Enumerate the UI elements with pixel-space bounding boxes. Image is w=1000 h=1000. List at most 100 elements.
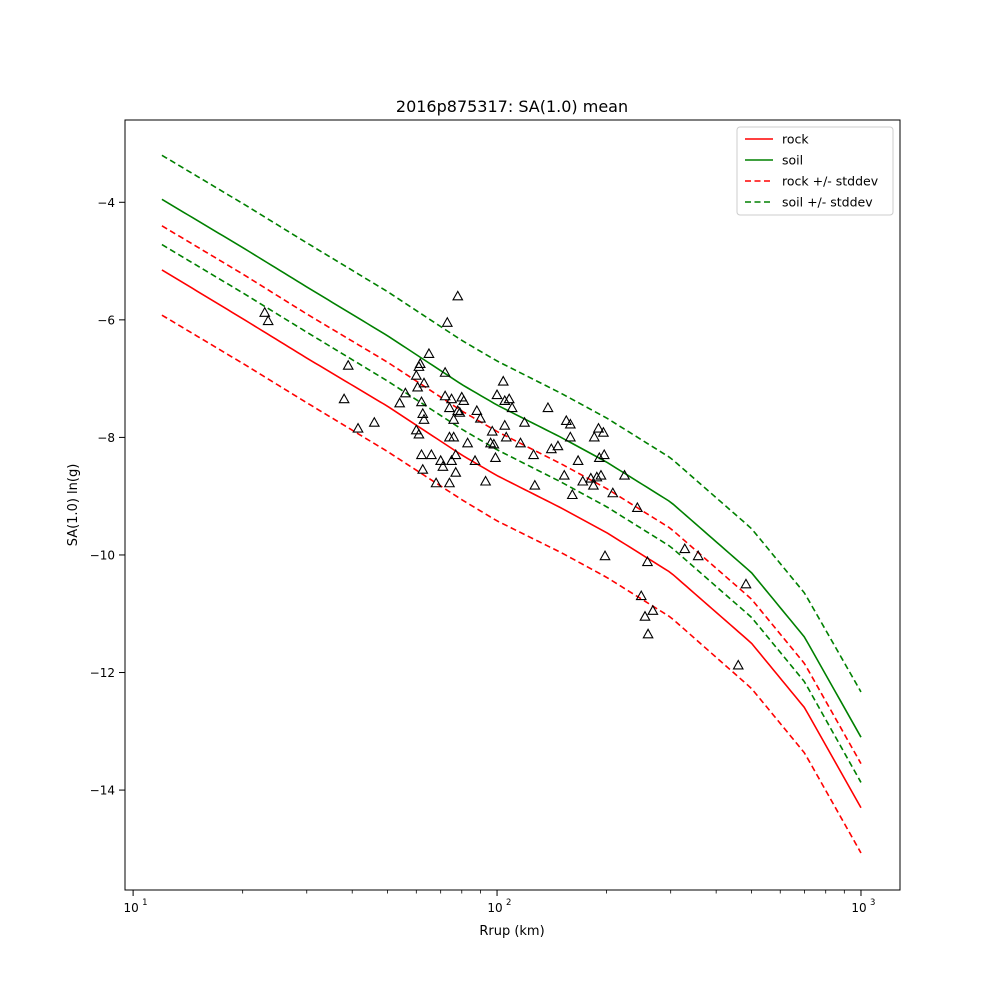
observation-point <box>454 406 466 417</box>
observation-point <box>497 375 509 386</box>
observation-point <box>486 425 498 436</box>
legend-label: soil +/- stddev <box>782 195 873 210</box>
series-line-soil-stddev-5 <box>161 243 862 783</box>
observation-point <box>450 448 462 460</box>
plot-area <box>161 154 862 854</box>
observation-point <box>474 412 487 423</box>
observation-point <box>506 401 518 413</box>
observation-point <box>500 431 512 442</box>
observation-point <box>499 394 511 406</box>
observation-point <box>393 397 406 408</box>
chart-title: 2016p875317: SA(1.0) mean <box>396 97 628 116</box>
observation-point <box>452 290 464 301</box>
legend-box <box>736 126 894 216</box>
x-tick-label-exponent: 3 <box>870 898 875 908</box>
y-tick-label: −10 <box>90 548 115 562</box>
observation-point <box>418 377 430 388</box>
observation-point <box>443 477 456 488</box>
observation-point <box>469 454 481 465</box>
observation-point <box>439 366 451 377</box>
observation-point <box>577 475 589 486</box>
observation-point <box>452 404 464 416</box>
series-line-rock-0 <box>161 269 862 809</box>
observation-point <box>642 628 654 639</box>
observation-point <box>542 401 554 413</box>
observation-point <box>413 428 425 439</box>
observation-point <box>434 454 447 465</box>
observation-point <box>572 454 584 465</box>
observation-point <box>641 555 654 567</box>
observation-point <box>607 487 619 498</box>
observation-point <box>443 401 456 413</box>
series-line-soil-1 <box>161 198 862 738</box>
observation-point <box>417 463 429 474</box>
observation-point <box>552 440 564 451</box>
observation-point <box>458 394 470 406</box>
observation-point <box>418 413 430 424</box>
observation-point <box>441 316 453 327</box>
observation-point <box>635 589 647 601</box>
observation-point <box>740 578 752 589</box>
observation-point <box>598 448 610 460</box>
observation-point <box>414 357 426 368</box>
axes-frame <box>124 119 901 891</box>
observation-point <box>529 479 541 490</box>
observation-point <box>593 451 606 463</box>
observation-point <box>564 431 577 442</box>
observation-point <box>461 437 474 448</box>
observation-point <box>425 448 438 460</box>
observation-point <box>447 413 460 424</box>
observation-point <box>439 390 451 401</box>
observation-point <box>471 404 483 416</box>
x-tick-label-exponent: 2 <box>506 898 511 908</box>
series-line-rock-stddev-3 <box>161 314 862 854</box>
observation-point <box>259 306 271 317</box>
observation-point <box>591 471 603 482</box>
observation-point <box>489 451 502 463</box>
observation-point <box>338 393 350 404</box>
y-axis-ticks: −4 −6 −8 −10 −12 −14 <box>90 196 125 798</box>
observation-point <box>514 437 527 448</box>
observation-point <box>566 488 579 500</box>
x-tick-label: 10 <box>123 901 138 915</box>
observation-point <box>527 448 540 460</box>
observation-point <box>437 460 449 471</box>
y-tick-label: −14 <box>90 784 115 798</box>
observation-point <box>342 359 354 370</box>
observation-point <box>488 438 500 449</box>
observation-point <box>679 542 691 554</box>
observation-point <box>647 604 659 615</box>
observation-point <box>491 388 503 400</box>
y-axis-label: SA(1.0) ln(g) <box>66 464 81 547</box>
x-axis-label: Rrup (km) <box>479 924 544 939</box>
observation-point <box>368 416 380 427</box>
observation-point <box>450 466 462 477</box>
observation-point <box>484 437 497 448</box>
series-line-soil-stddev-4 <box>161 154 862 693</box>
observation-point <box>597 426 610 437</box>
observation-point <box>415 448 428 460</box>
legend-label: rock +/- stddev <box>782 174 879 189</box>
observation-point <box>639 610 651 621</box>
x-tick-label: 10 <box>851 901 866 915</box>
observation-point <box>599 550 611 561</box>
observation-point <box>592 422 605 433</box>
observation-point <box>410 369 422 380</box>
observation-point <box>445 393 458 404</box>
observation-point <box>558 469 570 480</box>
x-axis-ticks: 10 1 10 2 10 3 <box>123 890 875 915</box>
legend: rock soil rock +/- stddev soil +/- stddev <box>736 126 894 216</box>
y-tick-label: −8 <box>97 431 115 445</box>
observation-point <box>430 477 442 488</box>
series-line-rock-stddev-2 <box>161 225 862 765</box>
observation-point <box>618 469 631 480</box>
observation-point <box>262 314 274 326</box>
observation-point <box>564 418 577 429</box>
y-tick-label: −6 <box>97 313 115 327</box>
observation-point <box>588 431 600 442</box>
observation-point <box>479 475 492 486</box>
observation-point <box>595 469 607 480</box>
observation-point <box>631 501 644 512</box>
observation-point <box>692 550 704 561</box>
observation-point <box>499 419 511 430</box>
